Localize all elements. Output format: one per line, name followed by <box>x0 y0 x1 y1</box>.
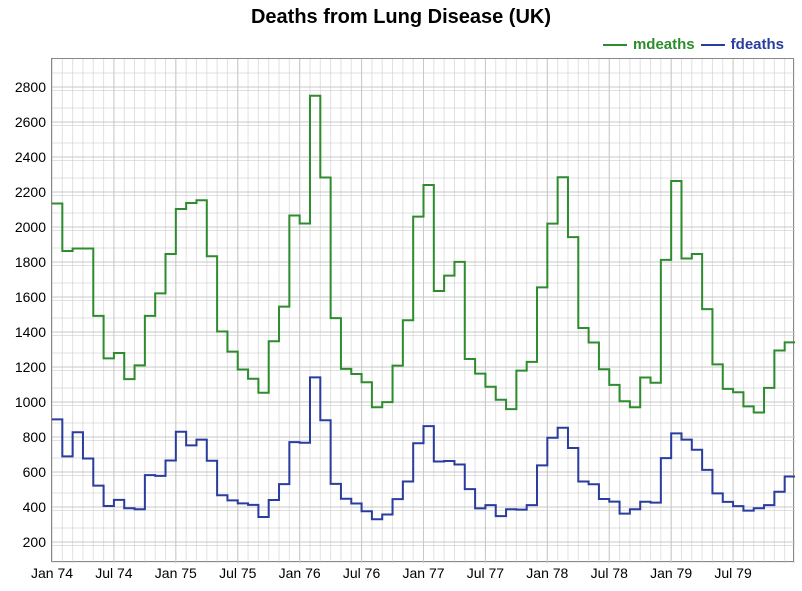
legend-swatch-mdeaths <box>603 44 627 46</box>
y-tick-label: 1000 <box>15 394 52 410</box>
x-tick-label: Jan 76 <box>279 561 321 581</box>
x-tick-label: Jan 77 <box>402 561 444 581</box>
legend-label-fdeaths: fdeaths <box>731 36 784 53</box>
x-tick-label: Jan 74 <box>31 561 73 581</box>
y-tick-label: 200 <box>23 534 52 550</box>
y-tick-label: 2400 <box>15 149 52 165</box>
plot-svg <box>52 59 795 563</box>
y-tick-label: 2800 <box>15 79 52 95</box>
chart-title: Deaths from Lung Disease (UK) <box>0 6 802 29</box>
legend: mdeaths fdeaths <box>603 36 784 53</box>
legend-swatch-fdeaths <box>701 44 725 46</box>
y-tick-label: 2600 <box>15 114 52 130</box>
x-tick-label: Jul 75 <box>219 561 256 581</box>
x-tick-label: Jul 77 <box>467 561 504 581</box>
x-tick-label: Jul 76 <box>343 561 380 581</box>
x-tick-label: Jan 78 <box>526 561 568 581</box>
y-tick-label: 1600 <box>15 289 52 305</box>
y-tick-label: 2000 <box>15 219 52 235</box>
y-tick-label: 1200 <box>15 359 52 375</box>
y-tick-label: 2200 <box>15 184 52 200</box>
x-tick-label: Jan 79 <box>650 561 692 581</box>
chart-container: Deaths from Lung Disease (UK) mdeaths fde… <box>0 0 802 591</box>
x-tick-label: Jul 78 <box>591 561 628 581</box>
legend-label-mdeaths: mdeaths <box>633 36 695 53</box>
x-tick-label: Jan 75 <box>155 561 197 581</box>
y-tick-label: 400 <box>23 499 52 515</box>
y-tick-label: 800 <box>23 429 52 445</box>
y-tick-label: 1800 <box>15 254 52 270</box>
plot-area: 2004006008001000120014001600180020002200… <box>51 58 794 562</box>
x-tick-label: Jul 74 <box>95 561 132 581</box>
y-tick-label: 600 <box>23 464 52 480</box>
x-tick-label: Jul 79 <box>714 561 751 581</box>
y-tick-label: 1400 <box>15 324 52 340</box>
